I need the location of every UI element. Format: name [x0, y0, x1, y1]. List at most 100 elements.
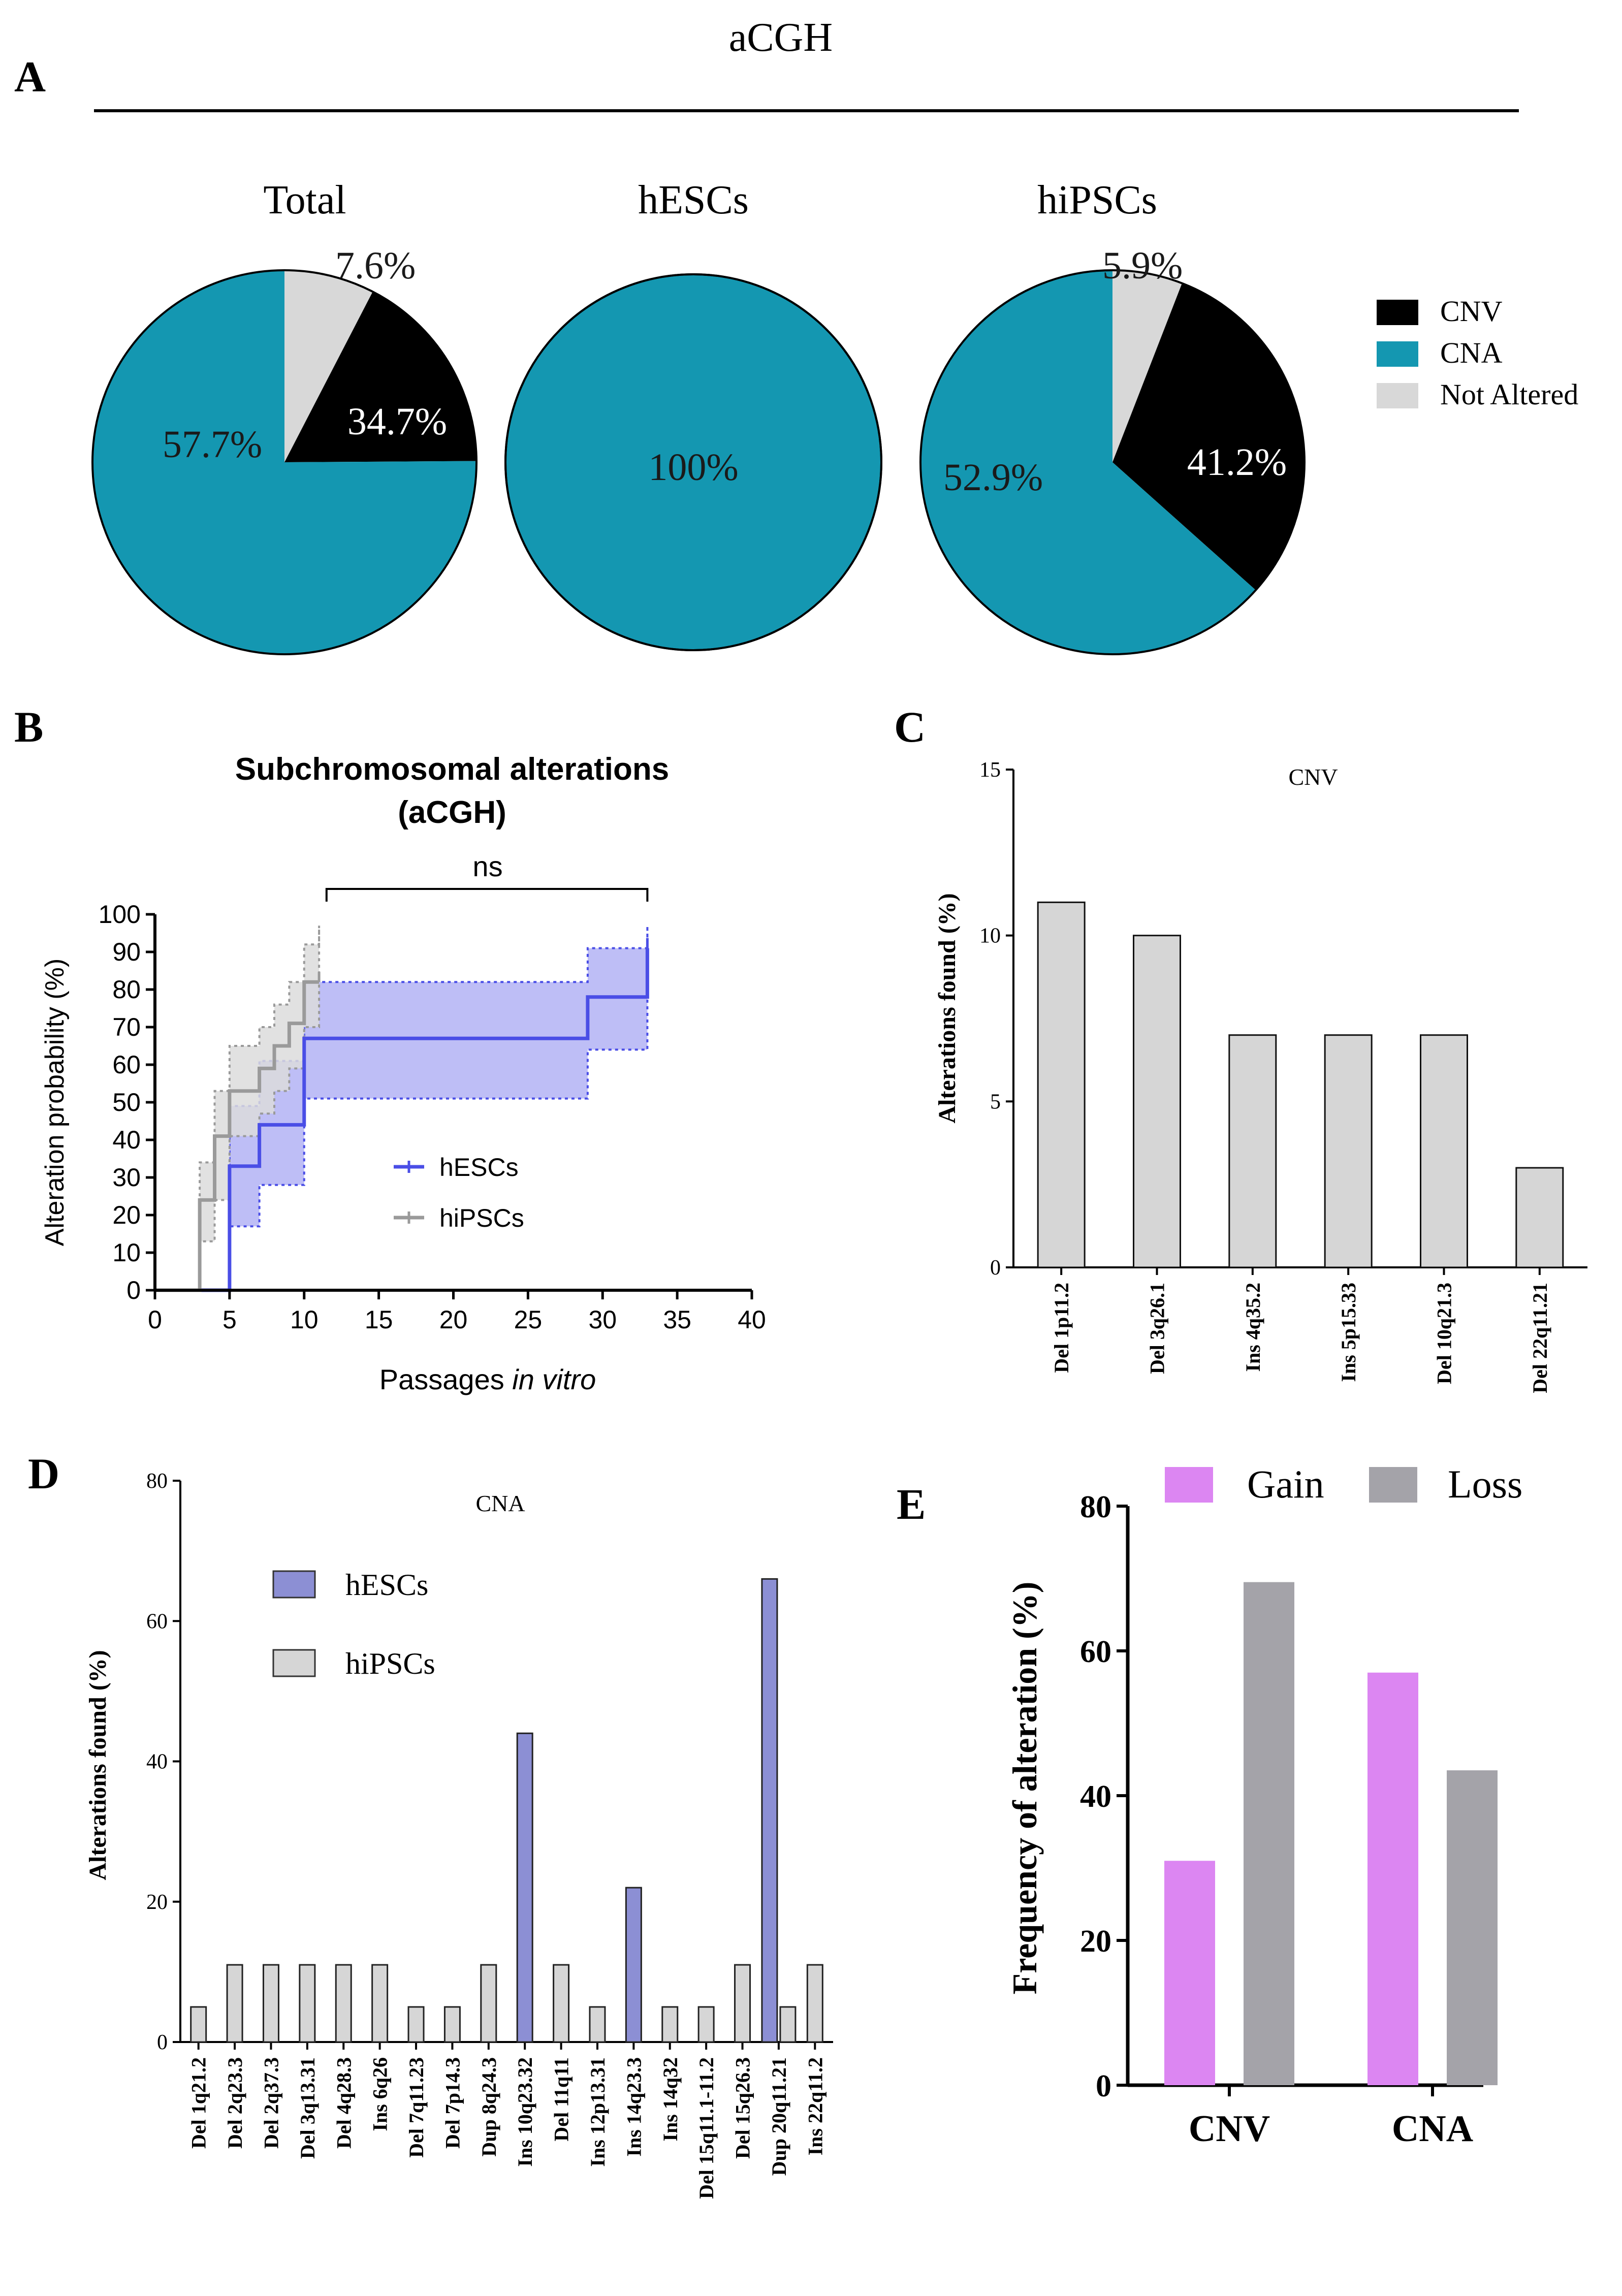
survival-x-tick-label: 40 — [738, 1305, 766, 1334]
survival-x-tick-label: 15 — [365, 1305, 393, 1334]
cna-x-tick-label: Dup 20q11.21 — [768, 2057, 790, 2176]
pie-slice-not-altered — [1112, 270, 1182, 462]
cna-bar-hipscs-del-7p14-3 — [443, 2006, 461, 2043]
survival-legend-hesc: hESCs — [439, 1153, 519, 1182]
survival-y-tick-label: 100 — [99, 900, 141, 929]
cna-bar-hipscs-del-11q11 — [553, 1964, 570, 2043]
legend-swatch-loss — [1369, 1467, 1417, 1503]
cna-x-tick-label: Ins 6q26 — [369, 2057, 392, 2131]
survival-y-tick-label: 0 — [126, 1276, 141, 1304]
pie-outline — [504, 273, 882, 651]
gain-loss-bar-loss-cna — [1447, 1770, 1498, 2085]
survival-x-tick-label: 5 — [222, 1305, 237, 1334]
cna-x-tick-label: Del 7p14.3 — [441, 2057, 464, 2149]
gain-loss-bar-gain-cna — [1367, 1672, 1418, 2085]
cnv-bar-del-1p11-2 — [1037, 901, 1086, 1268]
pie-slice-cnv — [284, 292, 476, 462]
cna-bar-hipscs-del-2q37-3 — [262, 1964, 279, 2043]
cna-x-tick-label: Ins 14q32 — [659, 2057, 682, 2142]
pie-slice-cna — [92, 270, 476, 654]
gain-loss-ylabel: Frequency of alteration (%) — [1005, 1582, 1044, 1995]
ns-annotation: ns — [472, 850, 502, 882]
gain-loss-y-tick-label: 60 — [1080, 1635, 1111, 1669]
survival-x-tick-label: 20 — [439, 1305, 468, 1334]
cnv-y-tick-label: 5 — [990, 1090, 1001, 1113]
cna-legend-hesc: hESCs — [345, 1568, 428, 1602]
pie-label-cna: 57.7% — [163, 423, 262, 466]
panel-label-d: D — [28, 1449, 59, 1498]
cnv-bar-del-3q26-1 — [1133, 935, 1181, 1268]
survival-y-tick-label: 30 — [112, 1163, 141, 1192]
survival-y-tick-label: 20 — [112, 1201, 141, 1229]
survival-xlabel: Passages in vitro — [379, 1363, 596, 1395]
legend-label-cna: CNA — [1440, 336, 1503, 369]
ns-bracket — [325, 888, 649, 902]
pie-label-cnv: 34.7% — [347, 400, 447, 443]
cna-bar-hipscs-del-7q11-23 — [407, 2006, 425, 2043]
legend-swatch-not-altered — [1377, 383, 1418, 408]
cna-bar-chart: CNA Alterations found (%) hESCs hiPSCs 0… — [84, 1470, 833, 2199]
cna-x-tick-label: Del 2q37.3 — [260, 2057, 282, 2149]
hesc-step-line — [155, 948, 649, 1292]
cna-legend-swatch-hipsc — [272, 1649, 316, 1677]
pie-slice-cnv — [1112, 283, 1305, 590]
cna-y-tick-label: 20 — [146, 1891, 168, 1914]
cna-x-tick-label: Ins 22q11.2 — [804, 2057, 826, 2155]
cna-y-tick-label: 60 — [146, 1610, 168, 1633]
panel-label-b: B — [14, 703, 43, 751]
legend-label-not-altered: Not Altered — [1440, 378, 1578, 411]
pie-slice-not-altered — [284, 270, 373, 462]
pie-outline — [91, 269, 478, 655]
legend-swatch-cna — [1377, 341, 1418, 367]
cna-bar-hipscs-del-3q13-31 — [299, 1964, 316, 2043]
pie-legend: CNV CNA Not Altered — [1377, 295, 1578, 411]
cna-bar-hipscs-del-2q23-3 — [226, 1964, 243, 2043]
cnv-x-tick-label: Ins 4q35.2 — [1242, 1283, 1264, 1372]
cna-bar-hescs-dup-20q11-21 — [761, 1578, 778, 2043]
pie-title-total: Total — [263, 178, 346, 222]
pie-label-not-altered: 5.9% — [1102, 244, 1183, 287]
survival-y-tick-label: 60 — [112, 1050, 141, 1079]
cna-bar-hipscs-del-1q21-2 — [190, 2006, 207, 2043]
gain-loss-y-tick-label: 80 — [1080, 1490, 1111, 1524]
survival-x-tick-label: 30 — [588, 1305, 617, 1334]
cna-x-tick-label: Del 11q11 — [550, 2057, 573, 2142]
cna-x-tick-label: Del 15q11.1-11.2 — [695, 2057, 718, 2199]
cna-bar-hescs-ins-14q23-3 — [625, 1887, 642, 2043]
pie-label-cna: 52.9% — [943, 456, 1043, 499]
hipsc-step-line — [155, 980, 320, 1292]
pie-title-hipscs: hiPSCs — [1037, 178, 1157, 222]
cna-x-tick-label: Dup 8q24.3 — [478, 2057, 500, 2157]
cna-x-tick-label: Ins 12p13.31 — [586, 2057, 609, 2167]
cna-bar-hipscs-ins-22q11-2 — [806, 1964, 823, 2043]
pie-label-not-altered: 7.6% — [335, 244, 416, 287]
cnv-y-tick-label: 10 — [979, 924, 1001, 948]
survival-legend-hipsc: hiPSCs — [439, 1204, 524, 1232]
cnv-x-tick-label: Del 22q11.21 — [1529, 1283, 1551, 1393]
pie-slice-cna — [920, 270, 1256, 654]
gain-loss-y-tick-label: 20 — [1080, 1924, 1111, 1959]
pie-label-cna: 100% — [648, 446, 738, 489]
cnv-x-tick-label: Del 3q26.1 — [1146, 1283, 1169, 1374]
cna-x-tick-label: Del 1q21.2 — [187, 2057, 210, 2149]
cna-y-tick-label: 0 — [157, 2031, 168, 2054]
cnv-bar-ins-5p15-33 — [1324, 1034, 1373, 1268]
cnv-chart-title: CNV — [1288, 764, 1338, 790]
legend-swatch-gain — [1165, 1467, 1213, 1503]
survival-x-tick-label: 25 — [514, 1305, 543, 1334]
cna-ylabel: Alterations found (%) — [84, 1650, 111, 1880]
survival-title: Subchromosomal alterations — [235, 752, 669, 787]
cna-x-tick-label: Ins 14q23.3 — [622, 2057, 645, 2157]
survival-y-tick-label: 40 — [112, 1126, 141, 1154]
gain-loss-chart: Gain Loss Frequency of alteration (%) 0 2… — [1005, 1462, 1522, 2150]
cna-legend-swatch-hesc — [272, 1570, 316, 1599]
cna-bar-hipscs-ins-14q32 — [661, 2006, 679, 2043]
pie-label-cnv: 41.2% — [1187, 441, 1287, 484]
cnv-x-tick-label: Del 10q21.3 — [1433, 1283, 1456, 1384]
survival-y-tick-label: 50 — [112, 1088, 141, 1117]
survival-x-tick-label: 10 — [290, 1305, 319, 1334]
cna-bar-hescs-ins-10q23-32 — [516, 1732, 533, 2043]
cna-y-tick-label: 40 — [146, 1750, 168, 1774]
gain-loss-bar-gain-cnv — [1164, 1861, 1215, 2085]
figure-title: aCGH — [729, 15, 833, 60]
